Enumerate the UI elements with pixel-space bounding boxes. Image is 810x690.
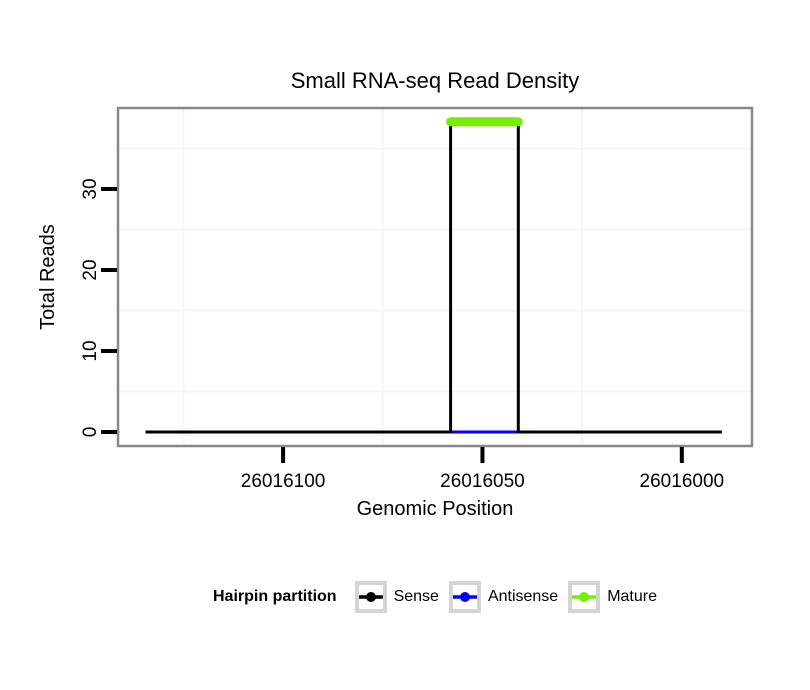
legend-label: Sense	[393, 588, 439, 605]
legend-key-mature-icon	[568, 581, 601, 613]
y-tick-label: 0	[80, 427, 101, 438]
x-tick-label: 26016000	[640, 471, 725, 492]
y-tick-label: 10	[80, 340, 101, 361]
legend-entry-sense: Sense	[354, 581, 439, 613]
legend-title: Hairpin partition	[213, 588, 337, 605]
plot-panel	[118, 108, 752, 446]
line-and-point-icon	[358, 592, 383, 602]
legend-key-antisense-icon	[448, 581, 481, 613]
legend-label: Mature	[607, 588, 657, 605]
legend-entry-mature: Mature	[568, 581, 657, 613]
legend-label: Antisense	[487, 588, 559, 605]
x-tick-label: 26016050	[440, 471, 525, 492]
panel-border	[116, 106, 754, 448]
legend-key-sense-icon	[354, 581, 387, 613]
chart-title: Small RNA-seq Read Density	[290, 68, 580, 93]
y-tick-label: 20	[80, 259, 101, 280]
line-and-point-icon	[452, 592, 477, 602]
x-axis-title: Genomic Position	[356, 498, 514, 520]
y-tick-label: 30	[80, 178, 101, 199]
legend-entry-antisense: Antisense	[448, 581, 559, 613]
legend: Hairpin partition Sense Antisense Mature	[118, 578, 752, 616]
line-and-point-icon	[572, 592, 597, 602]
x-tick-label: 26016100	[241, 471, 326, 492]
legend-entries: Sense Antisense Mature	[354, 581, 657, 613]
